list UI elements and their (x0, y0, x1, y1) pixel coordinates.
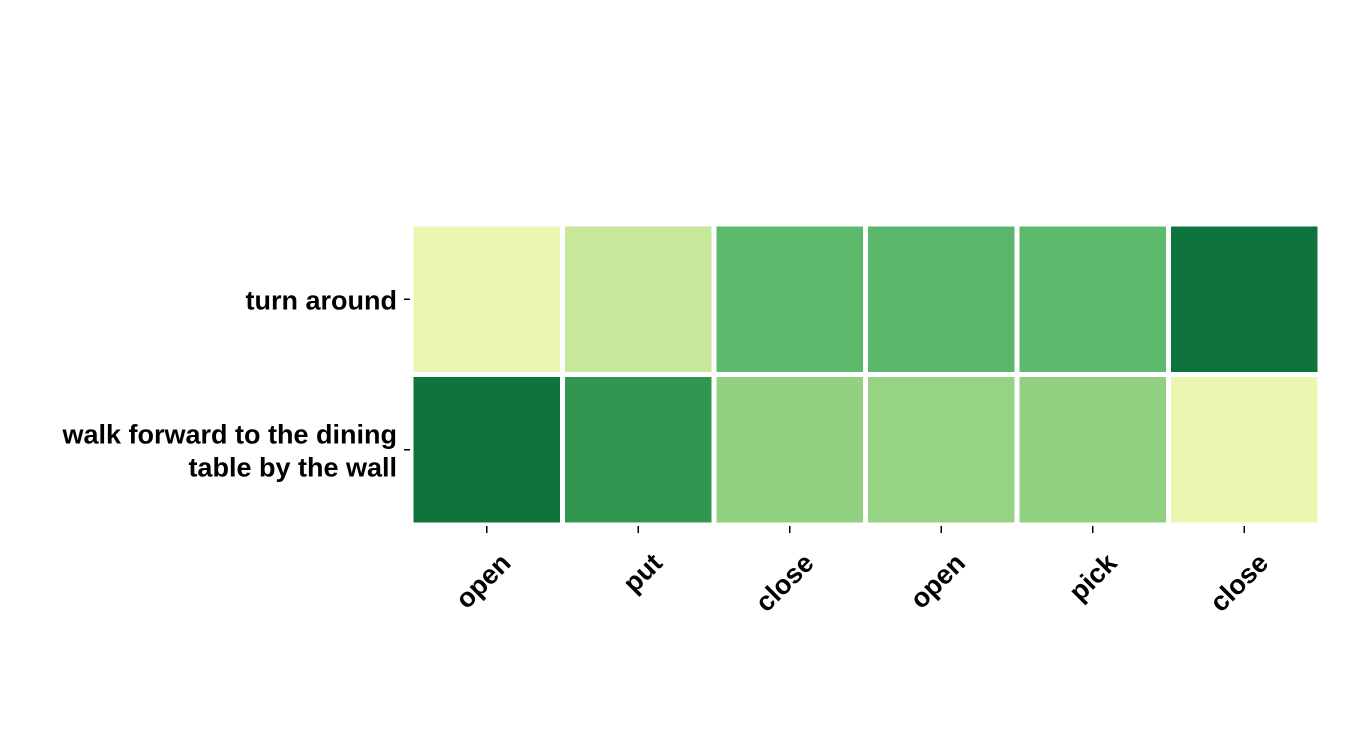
column-label: pick (1063, 547, 1123, 607)
column-label: close (1204, 548, 1274, 618)
row-label: walk forward to the dining table by the w… (61, 419, 397, 482)
column-label: close (750, 548, 820, 618)
heatmap-cell-r1-c3 (863, 372, 1020, 528)
heatmap-cell-r0-c5 (1166, 221, 1323, 377)
column-label: open (904, 548, 971, 615)
heatmap-cell-r1-c5 (1166, 372, 1323, 528)
heatmap-cell-r1-c4 (1014, 372, 1171, 528)
heatmap-cell-r1-c1 (560, 372, 717, 528)
column-label: open (450, 548, 517, 615)
heatmap-cell-r0-c4 (1014, 221, 1171, 377)
column-label: put (617, 548, 668, 599)
heatmap-cells (408, 221, 1323, 528)
heatmap-cell-r1-c0 (408, 372, 565, 528)
column-axis: open put close open pick close (450, 526, 1274, 618)
heatmap-cell-r0-c3 (863, 221, 1020, 377)
heatmap-cell-r0-c2 (711, 221, 868, 377)
row-axis: turn around walk forward to the dining tab… (61, 285, 410, 482)
row-label: turn around (246, 285, 397, 315)
heatmap-cell-r0-c1 (560, 221, 717, 377)
heatmap-cell-r0-c0 (408, 221, 565, 377)
heatmap-cell-r1-c2 (711, 372, 868, 528)
